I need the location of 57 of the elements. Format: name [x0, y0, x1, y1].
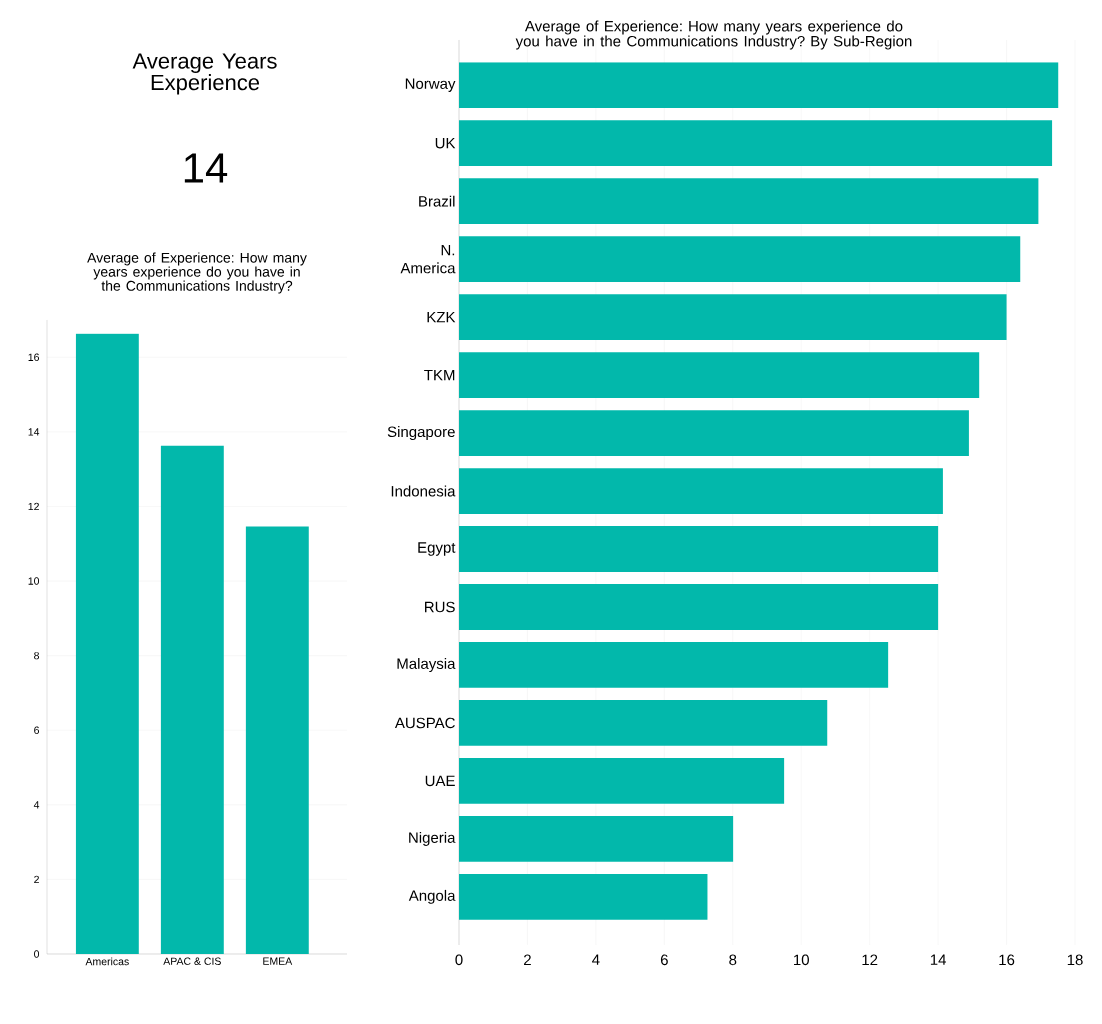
- y-tick-label: 16: [28, 353, 40, 361]
- y-tick-label: N. America: [400, 244, 456, 274]
- bar: [459, 352, 980, 398]
- x-tick-label: 2: [524, 954, 531, 965]
- y-tick-label: 4: [33, 801, 40, 809]
- bar: [459, 816, 734, 862]
- bar: [459, 642, 889, 688]
- bar: [459, 236, 1021, 283]
- y-tick-label: Norway: [405, 78, 456, 92]
- bar: [459, 700, 828, 746]
- bar: [459, 873, 708, 920]
- chart-title: Average of Experience: How many years experience do you have in the Communications Industry?: [87, 252, 307, 294]
- y-tick-label: Malaysia: [397, 657, 456, 672]
- x-tick-label: 10: [794, 954, 809, 966]
- y-tick-label: Brazil: [419, 195, 455, 207]
- chart-title: Average of Experience: How many years experience do you have in the Communications Industry? By Sub-Region: [515, 20, 912, 50]
- y-tick-label: Angola: [408, 889, 456, 904]
- x-tick-label: EMEA: [263, 957, 293, 965]
- x-tick-label: 18: [1067, 954, 1083, 966]
- x-tick-label: APAC & CIS: [163, 957, 221, 965]
- bar: [459, 62, 1059, 109]
- y-tick-label: 12: [28, 502, 39, 511]
- y-tick-label: TKM: [424, 369, 455, 381]
- y-tick-label: Egypt: [418, 542, 456, 556]
- bar: [459, 584, 939, 630]
- y-tick-label: 2: [34, 875, 39, 884]
- bar: [459, 468, 943, 514]
- x-tick-label: 6: [660, 954, 668, 966]
- y-tick-label: 8: [34, 651, 40, 660]
- bar: [459, 178, 1039, 225]
- bar: [459, 294, 1007, 341]
- y-tick-label: Indonesia: [391, 485, 456, 497]
- y-tick-label: Singapore: [387, 426, 455, 441]
- text: Average Years Experience: [132, 53, 277, 95]
- bar: [160, 445, 224, 954]
- y-tick-label: UK: [435, 137, 456, 149]
- x-tick-label: Americas: [85, 957, 129, 966]
- x-tick-label: 8: [729, 954, 737, 966]
- x-tick-label: 16: [999, 954, 1015, 966]
- y-tick-label: UAE: [425, 775, 455, 787]
- text: 14: [184, 153, 228, 183]
- bar: [459, 526, 939, 572]
- y-tick-label: RUS: [425, 601, 455, 613]
- bar: [459, 120, 1053, 167]
- x-tick-label: 4: [592, 954, 600, 965]
- y-tick-label: 14: [28, 428, 40, 436]
- bar: [459, 758, 785, 804]
- x-tick-label: 12: [862, 954, 878, 965]
- y-tick-label: AUSPAC: [394, 717, 455, 729]
- bar: [459, 410, 969, 456]
- y-tick-label: 6: [34, 726, 40, 734]
- x-tick-label: 14: [930, 954, 947, 965]
- y-tick-label: KZK: [427, 311, 456, 323]
- y-tick-label: 10: [28, 577, 40, 585]
- bar: [75, 333, 139, 954]
- bar: [245, 526, 309, 954]
- y-tick-label: Nigeria: [409, 831, 456, 846]
